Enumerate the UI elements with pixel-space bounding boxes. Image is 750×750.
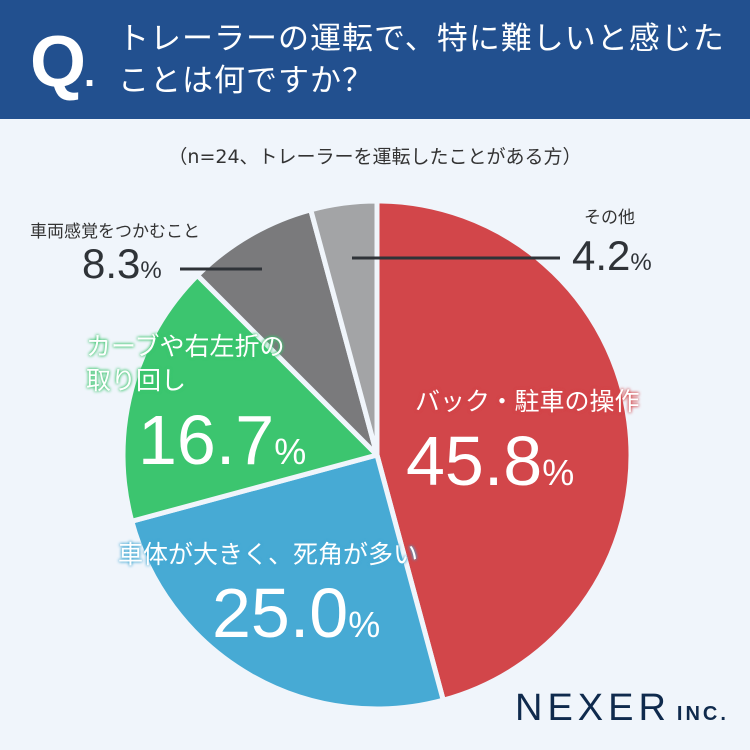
question-header: Q. トレーラーの運転で、特に難しいと感じた ことは何ですか？ xyxy=(0,0,750,119)
label-other-name: その他 xyxy=(584,208,635,228)
pie-slice xyxy=(308,198,380,458)
q-mark-icon: Q. xyxy=(30,22,95,102)
pie-slice xyxy=(374,198,634,703)
question-title: トレーラーの運転で、特に難しいと感じた ことは何ですか？ xyxy=(118,18,738,102)
label-sense-name: 車両感覚をつかむこと xyxy=(30,222,200,242)
label-size-name: 車体が大きく、死角が多い xyxy=(118,540,419,569)
pie-slice xyxy=(120,272,380,524)
label-back-name: バック・駐車の操作 xyxy=(415,387,640,416)
pie-slice xyxy=(194,207,380,458)
label-curve-name: カーブや右左折の 取り回し xyxy=(86,332,285,395)
title-line-1: トレーラーの運転で、特に難しいと感じた xyxy=(118,21,725,57)
label-size-value: 25.0% xyxy=(212,574,381,652)
title-line-2: ことは何ですか？ xyxy=(118,63,374,99)
label-sense-value: 8.3% xyxy=(82,240,162,287)
nexer-logo: NEXER INC. xyxy=(515,687,729,729)
label-other-value: 4.2% xyxy=(572,232,652,279)
pie-slice xyxy=(129,452,446,712)
sample-note: （n=24、トレーラーを運転したことがある方） xyxy=(168,146,582,168)
label-curve-value: 16.7% xyxy=(138,401,307,479)
label-back-value: 45.8% xyxy=(406,422,575,500)
